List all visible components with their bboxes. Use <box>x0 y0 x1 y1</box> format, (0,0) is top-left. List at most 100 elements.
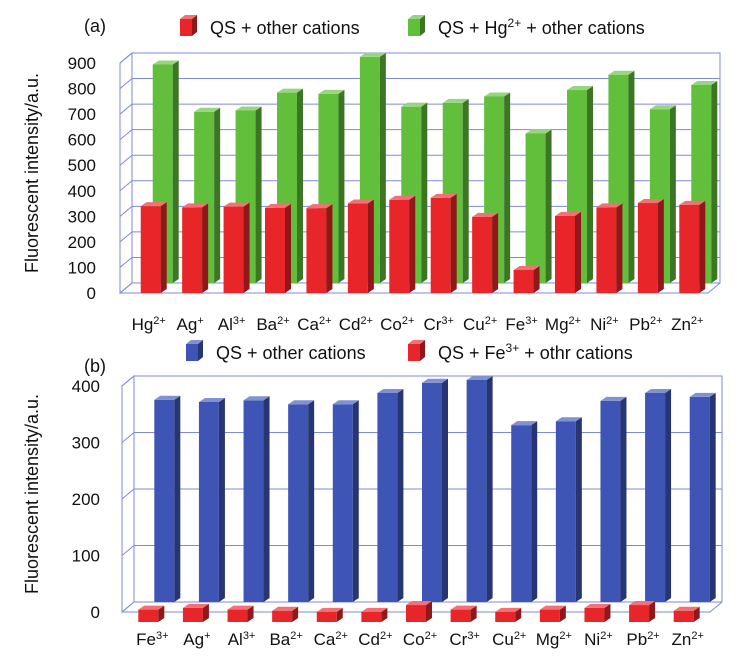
legend-swatch <box>180 19 192 36</box>
bar-side <box>657 199 664 293</box>
bar-side <box>515 607 522 622</box>
legend-entry: QS + Hg2+ + other cations <box>408 15 645 38</box>
x-tick-label: Cr3+ <box>423 315 454 334</box>
y-tick-label: 500 <box>68 156 96 175</box>
bar-front <box>154 399 175 602</box>
bar <box>689 392 716 602</box>
y-axis-label: Fluorescent intensity/a.u. <box>22 394 42 594</box>
x-tick-label: Cd2+ <box>339 315 373 334</box>
bar <box>679 200 706 293</box>
bar-top <box>555 211 581 216</box>
bar-front <box>223 206 244 293</box>
bar-front <box>182 207 203 293</box>
bar-top <box>442 98 469 103</box>
bar-top <box>318 89 345 94</box>
y-tick-label: 0 <box>91 603 100 622</box>
legend-swatch-top <box>408 340 425 344</box>
ion-charge: 2+ <box>569 315 582 327</box>
bar-front <box>227 609 248 622</box>
bar-side <box>649 601 656 622</box>
bar <box>430 193 457 293</box>
bar <box>140 202 167 293</box>
ion-charge: 2+ <box>691 315 704 327</box>
bar-top <box>584 603 611 608</box>
ion-charge: 2+ <box>485 315 498 327</box>
bar-top <box>495 607 522 612</box>
ion-symbol: Co <box>403 630 425 649</box>
bar-side <box>263 396 270 602</box>
bar <box>361 607 388 622</box>
ion-symbol: Cr <box>423 315 441 334</box>
legend-swatch-side <box>420 340 425 361</box>
bar <box>645 388 672 602</box>
panel-label: (a) <box>84 16 106 36</box>
bar-top <box>645 388 672 393</box>
y-axis-label: Fluorescent intensity/a.u. <box>22 73 42 273</box>
bar <box>347 199 374 293</box>
y-tick-label: 100 <box>68 258 96 277</box>
y-tick-label: 300 <box>68 207 96 226</box>
bar-front <box>689 396 710 602</box>
bar-top <box>649 105 676 110</box>
x-tick-label: Co2+ <box>380 315 414 334</box>
gridline-side <box>119 257 133 268</box>
gridline-side <box>121 375 135 387</box>
bar-side <box>486 375 493 602</box>
bar-top <box>347 199 374 204</box>
bar <box>539 605 566 622</box>
bar-top <box>223 202 250 207</box>
legend-entry: QS + Fe3+ + othr cations <box>408 340 633 363</box>
bar-side <box>381 607 388 622</box>
x-tick-label: Zn2+ <box>671 630 703 649</box>
text-part: QS + other cations <box>216 343 366 363</box>
bar <box>243 396 270 602</box>
x-tick-label: Cu2+ <box>463 315 497 334</box>
plot-floor <box>120 282 721 294</box>
bar-top <box>182 603 209 608</box>
chart-panel-a: 0 100 200 300 400 500 600 700 800 900 Fluorescent … <box>22 15 721 334</box>
legend-swatch <box>186 344 198 361</box>
bar-side <box>709 392 716 602</box>
ion-charge: 2+ <box>335 630 348 642</box>
bar <box>673 606 700 622</box>
bar <box>265 203 291 293</box>
x-tick-label: Ba2+ <box>256 315 289 334</box>
bar-top <box>472 212 499 217</box>
ion-symbol: Pb <box>629 315 650 334</box>
bar-side <box>504 92 511 283</box>
bar-side <box>158 605 165 622</box>
bar-side <box>326 204 333 293</box>
ion-symbol: Co <box>380 315 402 334</box>
ion-symbol: Fe <box>505 315 525 334</box>
bar-front <box>272 610 293 622</box>
ion-symbol: Ca <box>297 315 319 334</box>
bar-front <box>600 400 621 602</box>
bar <box>422 378 448 602</box>
ion-symbol: Pb <box>626 630 647 649</box>
x-tick-label: Mg2+ <box>536 630 572 649</box>
bar-top <box>227 605 254 610</box>
text-part: QS + Hg <box>438 18 508 38</box>
x-tick-label: Fe3+ <box>136 630 168 649</box>
bar-side <box>292 606 299 622</box>
bar-top <box>138 605 165 610</box>
x-tick-label: Zn2+ <box>671 315 703 334</box>
bar <box>450 605 477 622</box>
bar-top <box>389 195 416 200</box>
ion-charge: 2+ <box>290 630 303 642</box>
ion-charge: 3+ <box>441 315 454 327</box>
bar-top <box>243 396 270 401</box>
text-part: + othr cations <box>519 343 633 363</box>
legend-swatch-top <box>186 340 203 344</box>
bar <box>138 605 165 622</box>
bar-top <box>235 106 262 111</box>
bar-side <box>470 605 477 622</box>
text-part: QS + other cations <box>210 18 360 38</box>
bar-front <box>347 203 368 293</box>
bar-front <box>182 607 203 622</box>
bar-front <box>332 404 353 602</box>
bar-side <box>450 193 457 293</box>
x-tick-label: Ag+ <box>177 315 204 334</box>
bar-side <box>409 195 416 293</box>
